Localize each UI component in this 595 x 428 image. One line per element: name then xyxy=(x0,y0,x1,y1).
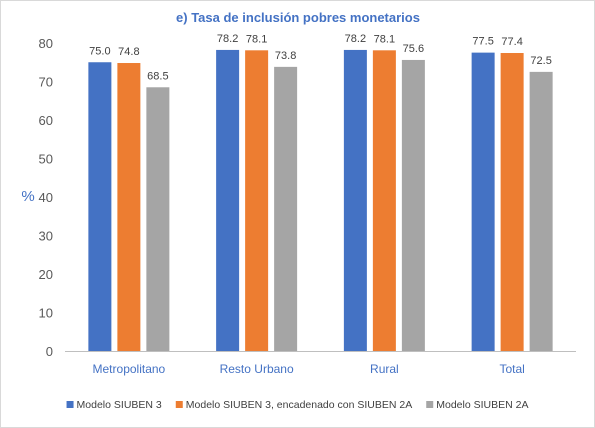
bar xyxy=(146,87,170,352)
bar xyxy=(216,49,240,352)
data-label: 78.2 xyxy=(345,33,366,45)
y-tick-label: 30 xyxy=(39,229,53,244)
category-label: Resto Urbano xyxy=(220,362,294,376)
data-label: 68.5 xyxy=(147,70,168,82)
data-label: 78.1 xyxy=(374,33,395,45)
legend: Modelo SIUBEN 3 Modelo SIUBEN 3, encadena… xyxy=(66,399,528,411)
y-axis-label: % xyxy=(21,188,34,205)
data-label: 77.5 xyxy=(472,36,493,48)
legend-label: Modelo SIUBEN 3 xyxy=(77,399,162,411)
legend-item: Modelo SIUBEN 2A xyxy=(426,399,528,411)
y-tick-label: 10 xyxy=(39,306,53,321)
legend-label: Modelo SIUBEN 3, encadenado con SIUBEN 2… xyxy=(186,399,412,411)
bar xyxy=(343,49,367,352)
legend-item: Modelo SIUBEN 3 xyxy=(66,399,162,411)
y-tick-label: 20 xyxy=(39,267,53,282)
bar xyxy=(274,66,298,352)
y-tick-label: 70 xyxy=(39,75,53,90)
bar xyxy=(88,62,112,351)
bar xyxy=(500,53,524,351)
legend-swatch xyxy=(175,401,183,408)
y-tick-label: 40 xyxy=(39,190,53,205)
bar xyxy=(401,59,425,351)
legend-swatch xyxy=(426,401,434,408)
legend-swatch xyxy=(66,401,74,408)
category-label: Rural xyxy=(370,362,399,376)
y-tick-label: 0 xyxy=(46,344,53,359)
data-label: 78.1 xyxy=(246,33,267,45)
data-label: 75.0 xyxy=(89,45,110,57)
bar xyxy=(529,71,553,351)
bar xyxy=(245,50,269,351)
chart-title: e) Tasa de inclusión pobres monetarios xyxy=(176,10,420,25)
data-label: 72.5 xyxy=(530,55,551,67)
y-tick-label: 50 xyxy=(39,152,53,167)
data-labels: 75.0 74.8 68.5 78.2 78.1 73.8 78.2 78.1 75.6 77.5… xyxy=(89,33,552,82)
data-label: 74.8 xyxy=(118,46,139,58)
y-tick-label: 80 xyxy=(39,36,53,51)
bar xyxy=(471,52,495,351)
bar-groups xyxy=(88,49,553,352)
category-label: Metropolitano xyxy=(93,362,166,376)
data-label: 75.6 xyxy=(403,43,424,55)
bar xyxy=(117,63,141,352)
legend-label: Modelo SIUBEN 2A xyxy=(436,399,528,411)
data-label: 73.8 xyxy=(275,50,296,62)
bar xyxy=(372,50,396,351)
data-label: 77.4 xyxy=(501,36,522,48)
y-tick-label: 60 xyxy=(39,113,53,128)
category-labels: Metropolitano Resto Urbano Rural Total xyxy=(93,362,525,376)
legend-item: Modelo SIUBEN 3, encadenado con SIUBEN 2… xyxy=(175,399,412,411)
category-label: Total xyxy=(499,362,524,376)
data-label: 78.2 xyxy=(217,33,238,45)
y-axis-ticks: 0 10 20 30 40 50 60 70 80 xyxy=(39,36,53,359)
